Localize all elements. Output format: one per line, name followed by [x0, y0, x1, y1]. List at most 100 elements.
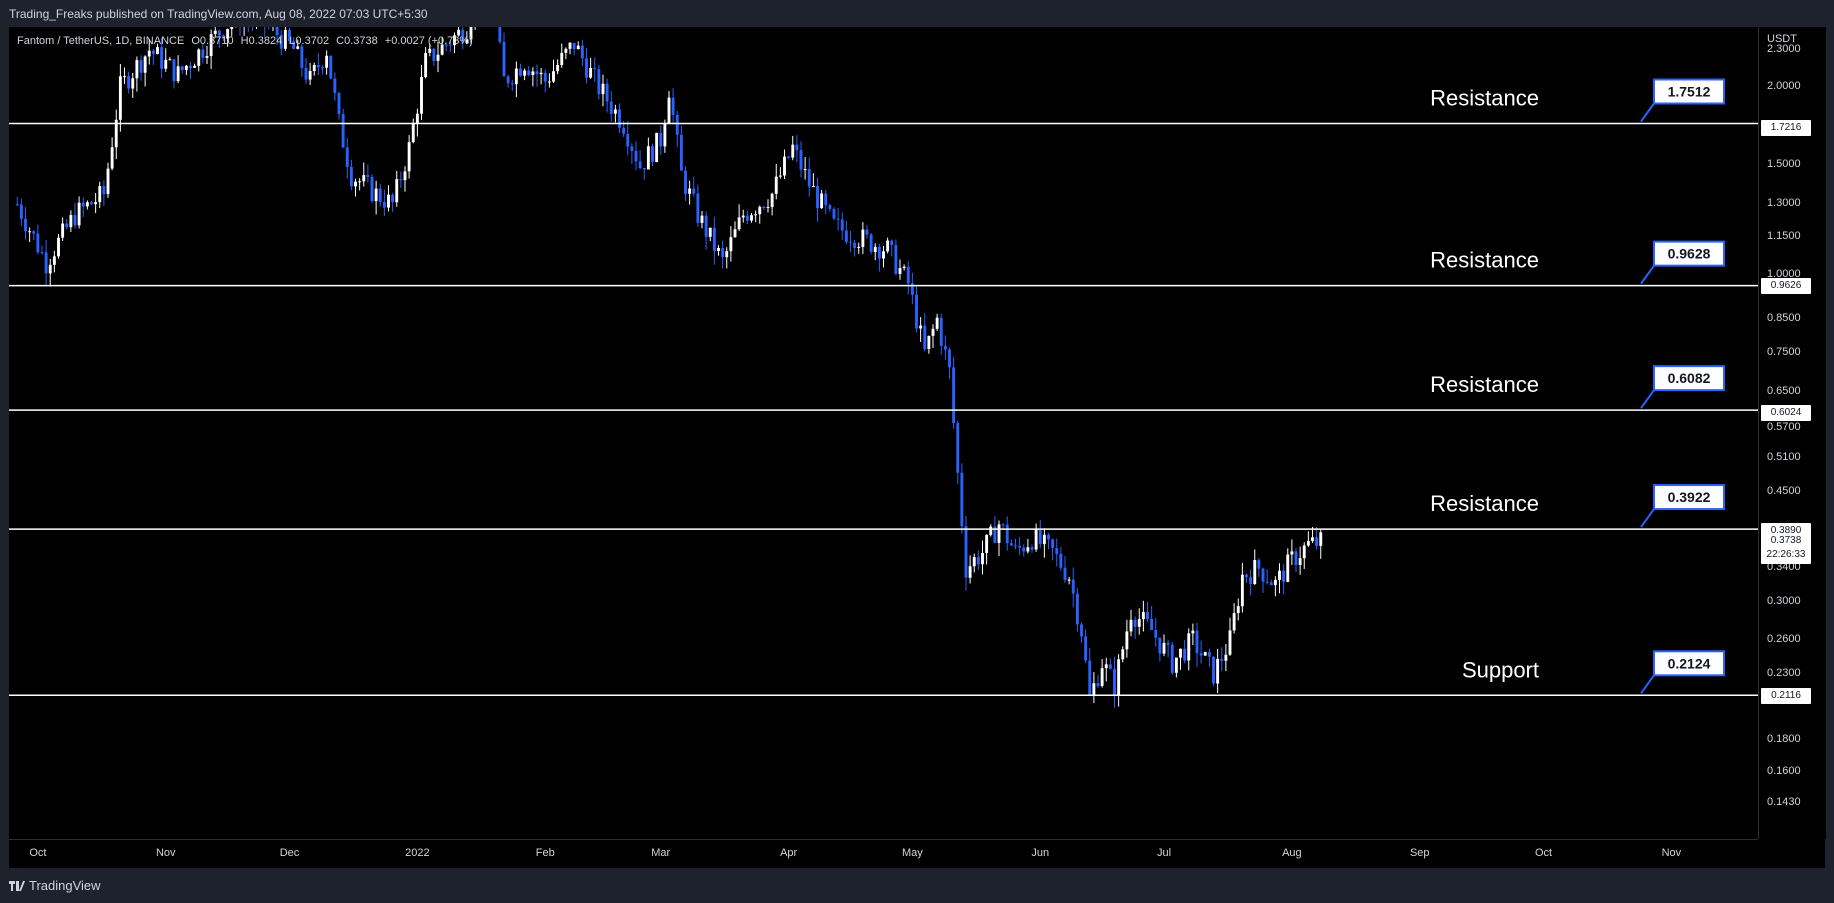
candle-body — [1092, 683, 1096, 695]
candle-body — [778, 175, 782, 177]
candle-body — [428, 48, 432, 53]
candle-body — [424, 52, 428, 78]
callout-box[interactable] — [1653, 78, 1725, 105]
candle-body — [275, 27, 279, 35]
price-axis-level-tag: 0.9626 — [1761, 277, 1811, 294]
price-tick: 0.4500 — [1767, 484, 1801, 497]
candle-body — [395, 179, 399, 203]
candle-body — [828, 205, 832, 209]
candle-body — [906, 266, 910, 284]
candle-body — [877, 246, 881, 259]
candle-body — [712, 227, 716, 251]
candle-body — [811, 186, 815, 188]
candle-body — [1146, 612, 1149, 620]
candle-body — [1236, 606, 1240, 614]
candle-body — [1133, 619, 1137, 627]
candle-body — [576, 45, 580, 50]
candle-body — [1203, 652, 1207, 656]
candle-body — [457, 29, 461, 36]
candle-body — [345, 147, 349, 167]
candle-body — [502, 41, 506, 77]
candle-body — [783, 156, 786, 176]
candle-body — [90, 202, 93, 205]
candle-body — [1034, 529, 1038, 550]
candle-body — [931, 328, 935, 336]
price-tick: 1.0000 — [1767, 268, 1801, 281]
candle-body — [1158, 637, 1162, 654]
candle-body — [341, 114, 345, 148]
candle-body — [547, 81, 551, 83]
callout-box[interactable] — [1653, 365, 1725, 392]
candle-body — [1108, 664, 1112, 669]
plot-area[interactable]: Fantom / TetherUS, 1D, BINANCE O0.3710 H… — [9, 27, 1758, 839]
candle-body — [44, 252, 48, 274]
candle-body — [1038, 529, 1042, 545]
candle-body — [609, 101, 613, 114]
candle-body — [770, 193, 774, 208]
candle-body — [65, 223, 69, 228]
candle-body — [222, 35, 225, 39]
candle-body — [1298, 558, 1302, 565]
callout-box[interactable] — [1653, 650, 1725, 677]
legend-change: +0.0027 (+0.73%) — [384, 35, 473, 47]
last-price-tag: 0.3738 22:26:33 — [1761, 534, 1811, 565]
candle-body — [337, 93, 341, 115]
price-tick: 0.6500 — [1767, 385, 1801, 398]
candle-body — [135, 60, 139, 79]
candle-body — [168, 59, 172, 61]
time-tick: Dec — [279, 847, 300, 859]
candle-body — [197, 49, 201, 66]
candle-body — [597, 69, 601, 95]
candle-body — [733, 229, 737, 238]
time-axis[interactable]: Oct Nov Dec 2022 Feb Mar Apr May Jun Jul Aug Sep Oct… — [9, 839, 1758, 869]
candle-body — [160, 47, 164, 69]
candle-body — [960, 472, 964, 527]
candle-body — [1212, 656, 1215, 684]
price-axis[interactable]: USDT 2.3000 2.0000 1.7216 1.5000 1.3000 1.150… — [1758, 27, 1826, 839]
candle-body — [1315, 537, 1319, 546]
candle-body — [898, 268, 902, 274]
callout-box[interactable] — [1653, 484, 1725, 511]
candle-body — [213, 30, 217, 35]
candle-body — [1273, 579, 1277, 586]
price-tick: 0.8500 — [1767, 312, 1801, 325]
candle-body — [176, 66, 180, 82]
candle-body — [98, 186, 102, 203]
candle-body — [832, 208, 836, 219]
candle-body — [523, 70, 527, 76]
candle-body — [387, 194, 390, 208]
time-tick: Nov — [155, 847, 176, 859]
candle-body — [514, 68, 518, 85]
candle-body — [444, 44, 448, 46]
candle-body — [1063, 567, 1067, 580]
candle-body — [1125, 631, 1129, 650]
candle-body — [1179, 648, 1182, 658]
candle-body — [131, 78, 135, 89]
candle-body — [671, 97, 675, 115]
tradingview-logo[interactable]: TradingView — [9, 878, 101, 893]
chart-frame[interactable]: Fantom / TetherUS, 1D, BINANCE O0.3710 H… — [9, 27, 1826, 869]
price-tick: 1.1500 — [1767, 230, 1801, 243]
candle-body — [1265, 581, 1269, 583]
candle-body — [758, 206, 762, 215]
candle-body — [766, 207, 770, 209]
candle-body — [292, 41, 296, 49]
candle-body — [1249, 577, 1253, 585]
candle-body — [102, 186, 106, 195]
legend-close: C0.3738 — [336, 35, 378, 47]
candle-body — [873, 246, 877, 252]
candle-body — [127, 76, 131, 89]
candle-body — [1319, 532, 1323, 546]
candlestick-chart[interactable]: Resistance 1.7512 Resistance 0.9628 Resistan… — [9, 27, 1758, 839]
candle-body — [741, 215, 745, 218]
candle-body — [580, 45, 584, 59]
price-axis-level-tag: 0.2116 — [1761, 688, 1811, 705]
candle-body — [572, 42, 576, 50]
candle-body — [1080, 624, 1083, 637]
callout-box[interactable] — [1653, 240, 1725, 267]
price-tick: 0.1600 — [1767, 765, 1801, 778]
candle-body — [114, 119, 118, 148]
candle-body — [36, 233, 40, 253]
candle-body — [156, 47, 159, 54]
candle-body — [729, 237, 733, 252]
